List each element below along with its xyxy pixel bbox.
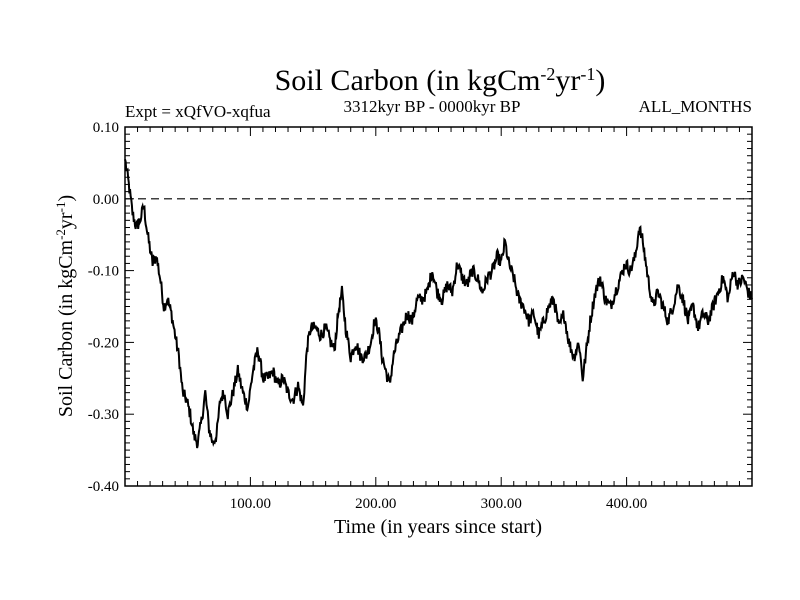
months-label: ALL_MONTHS	[639, 97, 752, 116]
soil-carbon-series-line	[124, 159, 753, 449]
y-tick-label: -0.40	[88, 479, 119, 495]
y-tick-labels: 0.10 0.00 -0.10 -0.20 -0.30 -0.40	[88, 120, 119, 495]
x-tick-label: 100.00	[230, 496, 271, 512]
y-tick-label: -0.10	[88, 264, 119, 280]
y-axis-label: Soil Carbon (in kgCm-2yr-1)	[53, 195, 78, 417]
x-tick-label: 400.00	[606, 496, 647, 512]
y-tick-label: 0.00	[93, 192, 119, 208]
axis-ticks	[124, 126, 753, 487]
plot-frame	[124, 126, 753, 487]
time-range-label: 3312kyr BP - 0000kyr BP	[344, 97, 521, 116]
x-tick-label: 200.00	[355, 496, 396, 512]
x-tick-labels: 100.00 200.00 300.00 400.00	[230, 496, 647, 512]
x-axis-label: Time (in years since start)	[334, 516, 542, 538]
y-tick-label: -0.20	[88, 335, 119, 351]
x-tick-label: 300.00	[481, 496, 522, 512]
chart-title: Soil Carbon (in kgCm-2yr-1)	[275, 64, 606, 97]
experiment-label: Expt = xQfVO-xqfua	[125, 102, 271, 121]
y-tick-label: 0.10	[93, 120, 119, 136]
y-tick-label: -0.30	[88, 407, 119, 423]
